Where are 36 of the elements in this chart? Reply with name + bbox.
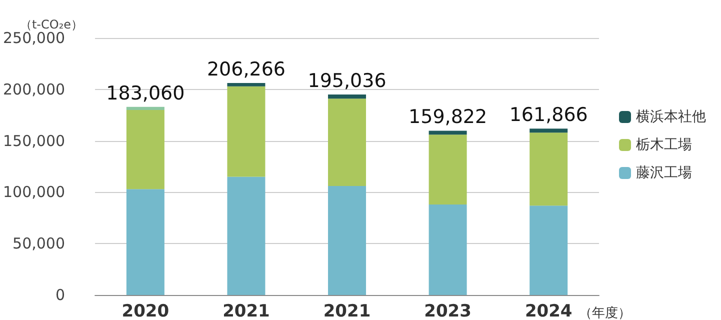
legend-label: 栃木工場: [636, 137, 692, 153]
total-label: 206,266: [206, 58, 286, 80]
x-tick-label: 2024: [524, 302, 572, 320]
bar: [227, 86, 266, 177]
bar: [328, 94, 366, 99]
y-tick-label: 200,000: [3, 80, 66, 98]
legend-label: 横浜本社他: [636, 109, 706, 125]
y-tick-label: 100,000: [3, 183, 66, 202]
y-tick-label: 0: [55, 286, 66, 304]
y-tick-label: 50,000: [12, 234, 66, 253]
bar: [428, 204, 467, 295]
bar: [227, 176, 266, 295]
y-tick-label: 150,000: [3, 132, 66, 150]
x-tick-label: 2023: [424, 302, 472, 320]
legend-label: 藤沢工場: [636, 165, 692, 181]
x-tick-label: 2020: [122, 302, 170, 320]
bar: [428, 130, 467, 135]
total-label: 195,036: [308, 70, 386, 92]
bar: [328, 98, 366, 186]
total-label: 161,866: [509, 104, 588, 126]
total-label: 159,822: [408, 106, 488, 128]
bar: [126, 110, 164, 190]
bar: [530, 128, 568, 133]
bar: [227, 82, 266, 86]
bar: [126, 106, 164, 110]
bar: [328, 186, 366, 295]
x-tick-label: 2021: [323, 302, 371, 320]
bar: [428, 134, 467, 205]
x-axis-title: （年度）: [579, 305, 631, 320]
total-label: 183,060: [106, 82, 185, 104]
y-tick-label: 250,000: [3, 29, 66, 47]
bar: [530, 132, 568, 206]
bar: [126, 189, 164, 295]
x-tick-label: 2021: [222, 302, 270, 320]
y-axis-title: （t-CO₂e）: [20, 18, 84, 32]
bar: [530, 206, 568, 295]
